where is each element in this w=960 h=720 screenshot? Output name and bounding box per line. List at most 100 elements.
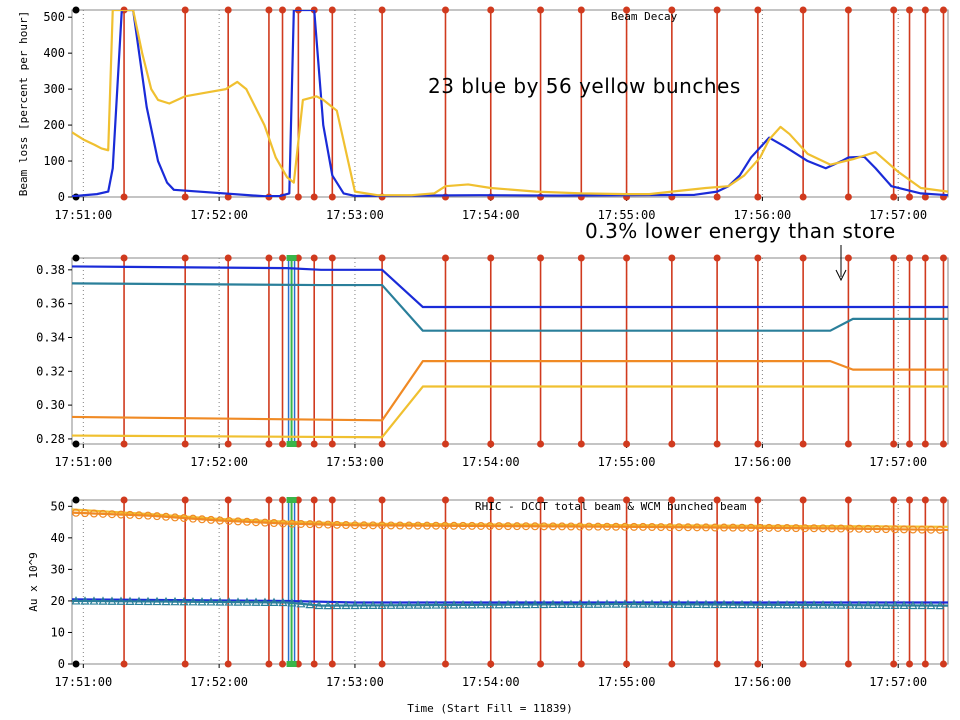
series-marker [782, 600, 792, 609]
series-marker [728, 523, 737, 532]
event-marker-dot [328, 660, 336, 668]
series-marker [701, 599, 711, 609]
event-marker-dot [939, 440, 947, 448]
y-tick-label: 0.36 [36, 297, 65, 311]
series-marker [719, 599, 729, 609]
annotation-energy: 0.3% lower energy than store [585, 219, 896, 243]
y-tick-label: 0.32 [36, 364, 65, 378]
series-marker [296, 599, 306, 608]
series-marker [575, 522, 584, 531]
series-marker [432, 521, 441, 530]
event-marker-dot [713, 496, 721, 504]
event-marker-dot [577, 6, 585, 14]
series-marker [521, 599, 531, 609]
event-marker-dot [799, 496, 807, 504]
event-marker-dot [623, 496, 631, 504]
series-marker [638, 599, 648, 608]
x-tick-label: 17:56:00 [733, 675, 791, 689]
series-marker [72, 508, 80, 517]
y-axis-label: Au x 10^9 [27, 552, 40, 612]
series-marker [395, 600, 405, 609]
event-marker-dot [181, 254, 189, 262]
event-marker-dot [224, 6, 232, 14]
series-marker [458, 600, 468, 609]
panel-3: 17:51:00 17:52:00 17:53:00 17:54:00 17:55:00… [27, 496, 949, 715]
event-marker-dot [623, 6, 631, 14]
series-marker [791, 600, 801, 609]
series-marker [387, 521, 396, 530]
series-marker [656, 599, 666, 608]
event-marker-dot [224, 496, 232, 504]
event-marker-dot [754, 496, 762, 504]
series-marker [351, 521, 360, 530]
event-marker-dot [906, 440, 914, 448]
series-marker [423, 521, 432, 530]
event-marker-dot [799, 193, 807, 201]
event-marker-dot [378, 440, 386, 448]
x-tick-label: 17:51:00 [54, 208, 112, 222]
series-marker [611, 522, 620, 531]
y-tick-label: 200 [43, 118, 65, 132]
series-marker [269, 597, 279, 607]
series-marker [360, 521, 369, 530]
series-marker [396, 521, 405, 530]
x-tick-label: 17:53:00 [326, 208, 384, 222]
series-marker [809, 600, 819, 609]
event-marker-dot [310, 440, 318, 448]
event-marker-dot [265, 254, 273, 262]
series-marker [764, 600, 774, 609]
event-marker-dot [668, 6, 676, 14]
series-marker [179, 596, 189, 606]
series-marker [539, 522, 548, 531]
y-tick-label: 20 [51, 594, 65, 608]
axis-end-dot [72, 440, 80, 448]
series-line-yellow [72, 385, 948, 439]
series-marker [485, 600, 495, 609]
event-marker-dot [294, 496, 302, 504]
event-marker-dot [224, 193, 232, 201]
series-marker [450, 521, 459, 530]
series-marker [233, 597, 243, 606]
series-marker [459, 521, 468, 530]
x-tick-label: 17:54:00 [462, 675, 520, 689]
series-marker [80, 596, 90, 605]
series-marker [557, 522, 566, 531]
event-marker-dot [378, 6, 386, 14]
series-marker [827, 524, 836, 533]
series-marker [845, 600, 855, 609]
series-marker [368, 600, 378, 609]
event-marker-dot [487, 254, 495, 262]
event-marker-dot [577, 254, 585, 262]
series-marker [342, 521, 351, 530]
series-marker [935, 600, 945, 610]
series-marker [422, 600, 432, 609]
series-marker [107, 510, 116, 519]
series-marker [674, 599, 684, 608]
event-marker-dot [328, 440, 336, 448]
series-marker [260, 597, 270, 606]
event-marker-dot [890, 254, 898, 262]
series-marker [134, 596, 144, 606]
series-marker [512, 522, 521, 531]
event-marker-dot [799, 660, 807, 668]
chart-title: RHIC - DCCT total beam & WCM bunched bea… [475, 500, 747, 513]
event-marker-dot [921, 496, 929, 504]
marker-cap [286, 255, 297, 261]
series-marker [674, 523, 683, 532]
series-marker [737, 599, 747, 609]
series-marker [935, 525, 944, 534]
series-marker [908, 525, 917, 534]
series-marker [872, 600, 882, 609]
event-marker-dot [378, 254, 386, 262]
event-marker-dot [921, 6, 929, 14]
event-marker-dot [310, 660, 318, 668]
series-marker [414, 521, 423, 530]
series-marker [575, 599, 585, 608]
series-marker [89, 509, 98, 518]
y-tick-label: 10 [51, 625, 65, 639]
event-marker-dot [844, 660, 852, 668]
series-marker [369, 521, 378, 530]
series-marker [899, 525, 908, 534]
series-marker [557, 599, 567, 609]
